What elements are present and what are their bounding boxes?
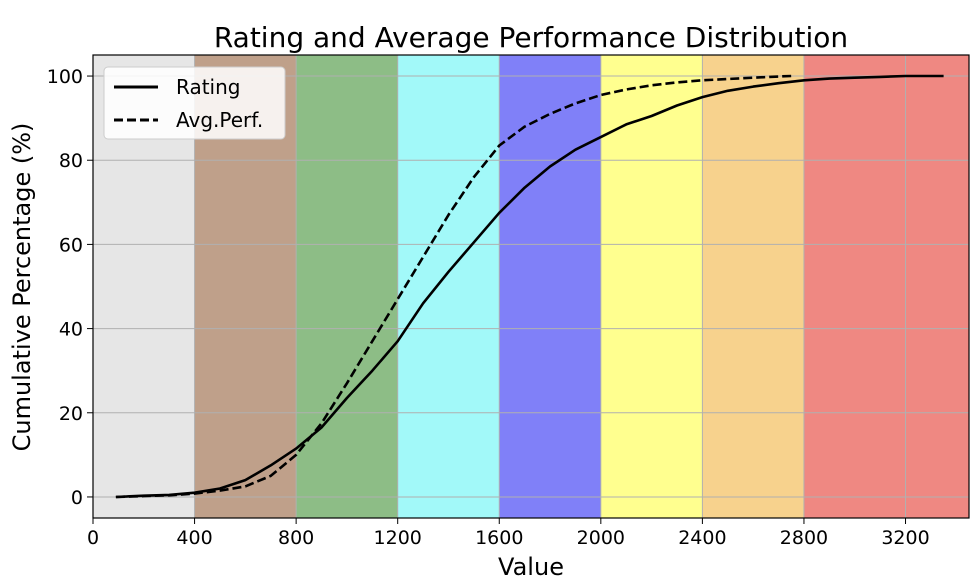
legend-box (103, 66, 286, 140)
y-tick-label: 0 (71, 487, 83, 509)
x-axis-label: Value (498, 553, 564, 580)
plot-frame (92, 54, 970, 519)
chart-title: Rating and Average Performance Distribut… (214, 21, 848, 54)
x-tick-label: 0 (87, 527, 99, 549)
band-2400-2800 (702, 55, 804, 518)
legend: Rating Avg.Perf. (103, 66, 286, 140)
axis-ticks: 0 400 800 1200 1600 2000 2400 2800 3200 0 20 40 60 80… (47, 66, 930, 549)
series-line-avg-perf (115, 74, 792, 499)
x-tick-label: 3200 (881, 527, 929, 549)
x-tick-label: 2000 (577, 527, 625, 549)
x-tick-label: 2800 (780, 527, 828, 549)
y-tick-label: 60 (59, 234, 83, 256)
band-2000-2400 (600, 55, 703, 518)
series-lines (115, 74, 944, 499)
x-tick-label: 2400 (678, 527, 726, 549)
x-tick-label: 1200 (374, 527, 422, 549)
y-tick-label: 40 (59, 319, 83, 341)
band-2800-3450 (803, 55, 969, 518)
band-800-1200 (296, 55, 398, 518)
x-tick-label: 800 (278, 527, 314, 549)
y-tick-label: 100 (47, 66, 83, 88)
y-tick-label: 20 (59, 403, 83, 425)
band-1600-2000 (499, 55, 601, 518)
y-tick-label: 80 (59, 150, 83, 172)
legend-label-avg-perf: Avg.Perf. (176, 108, 263, 132)
x-tick-label: 400 (176, 527, 212, 549)
x-tick-label: 1600 (475, 527, 523, 549)
series-line-rating (115, 74, 944, 499)
legend-label-rating: Rating (176, 75, 240, 99)
y-axis-label: Cumulative Percentage (%) (8, 123, 36, 452)
band-1200-1600 (397, 55, 500, 518)
